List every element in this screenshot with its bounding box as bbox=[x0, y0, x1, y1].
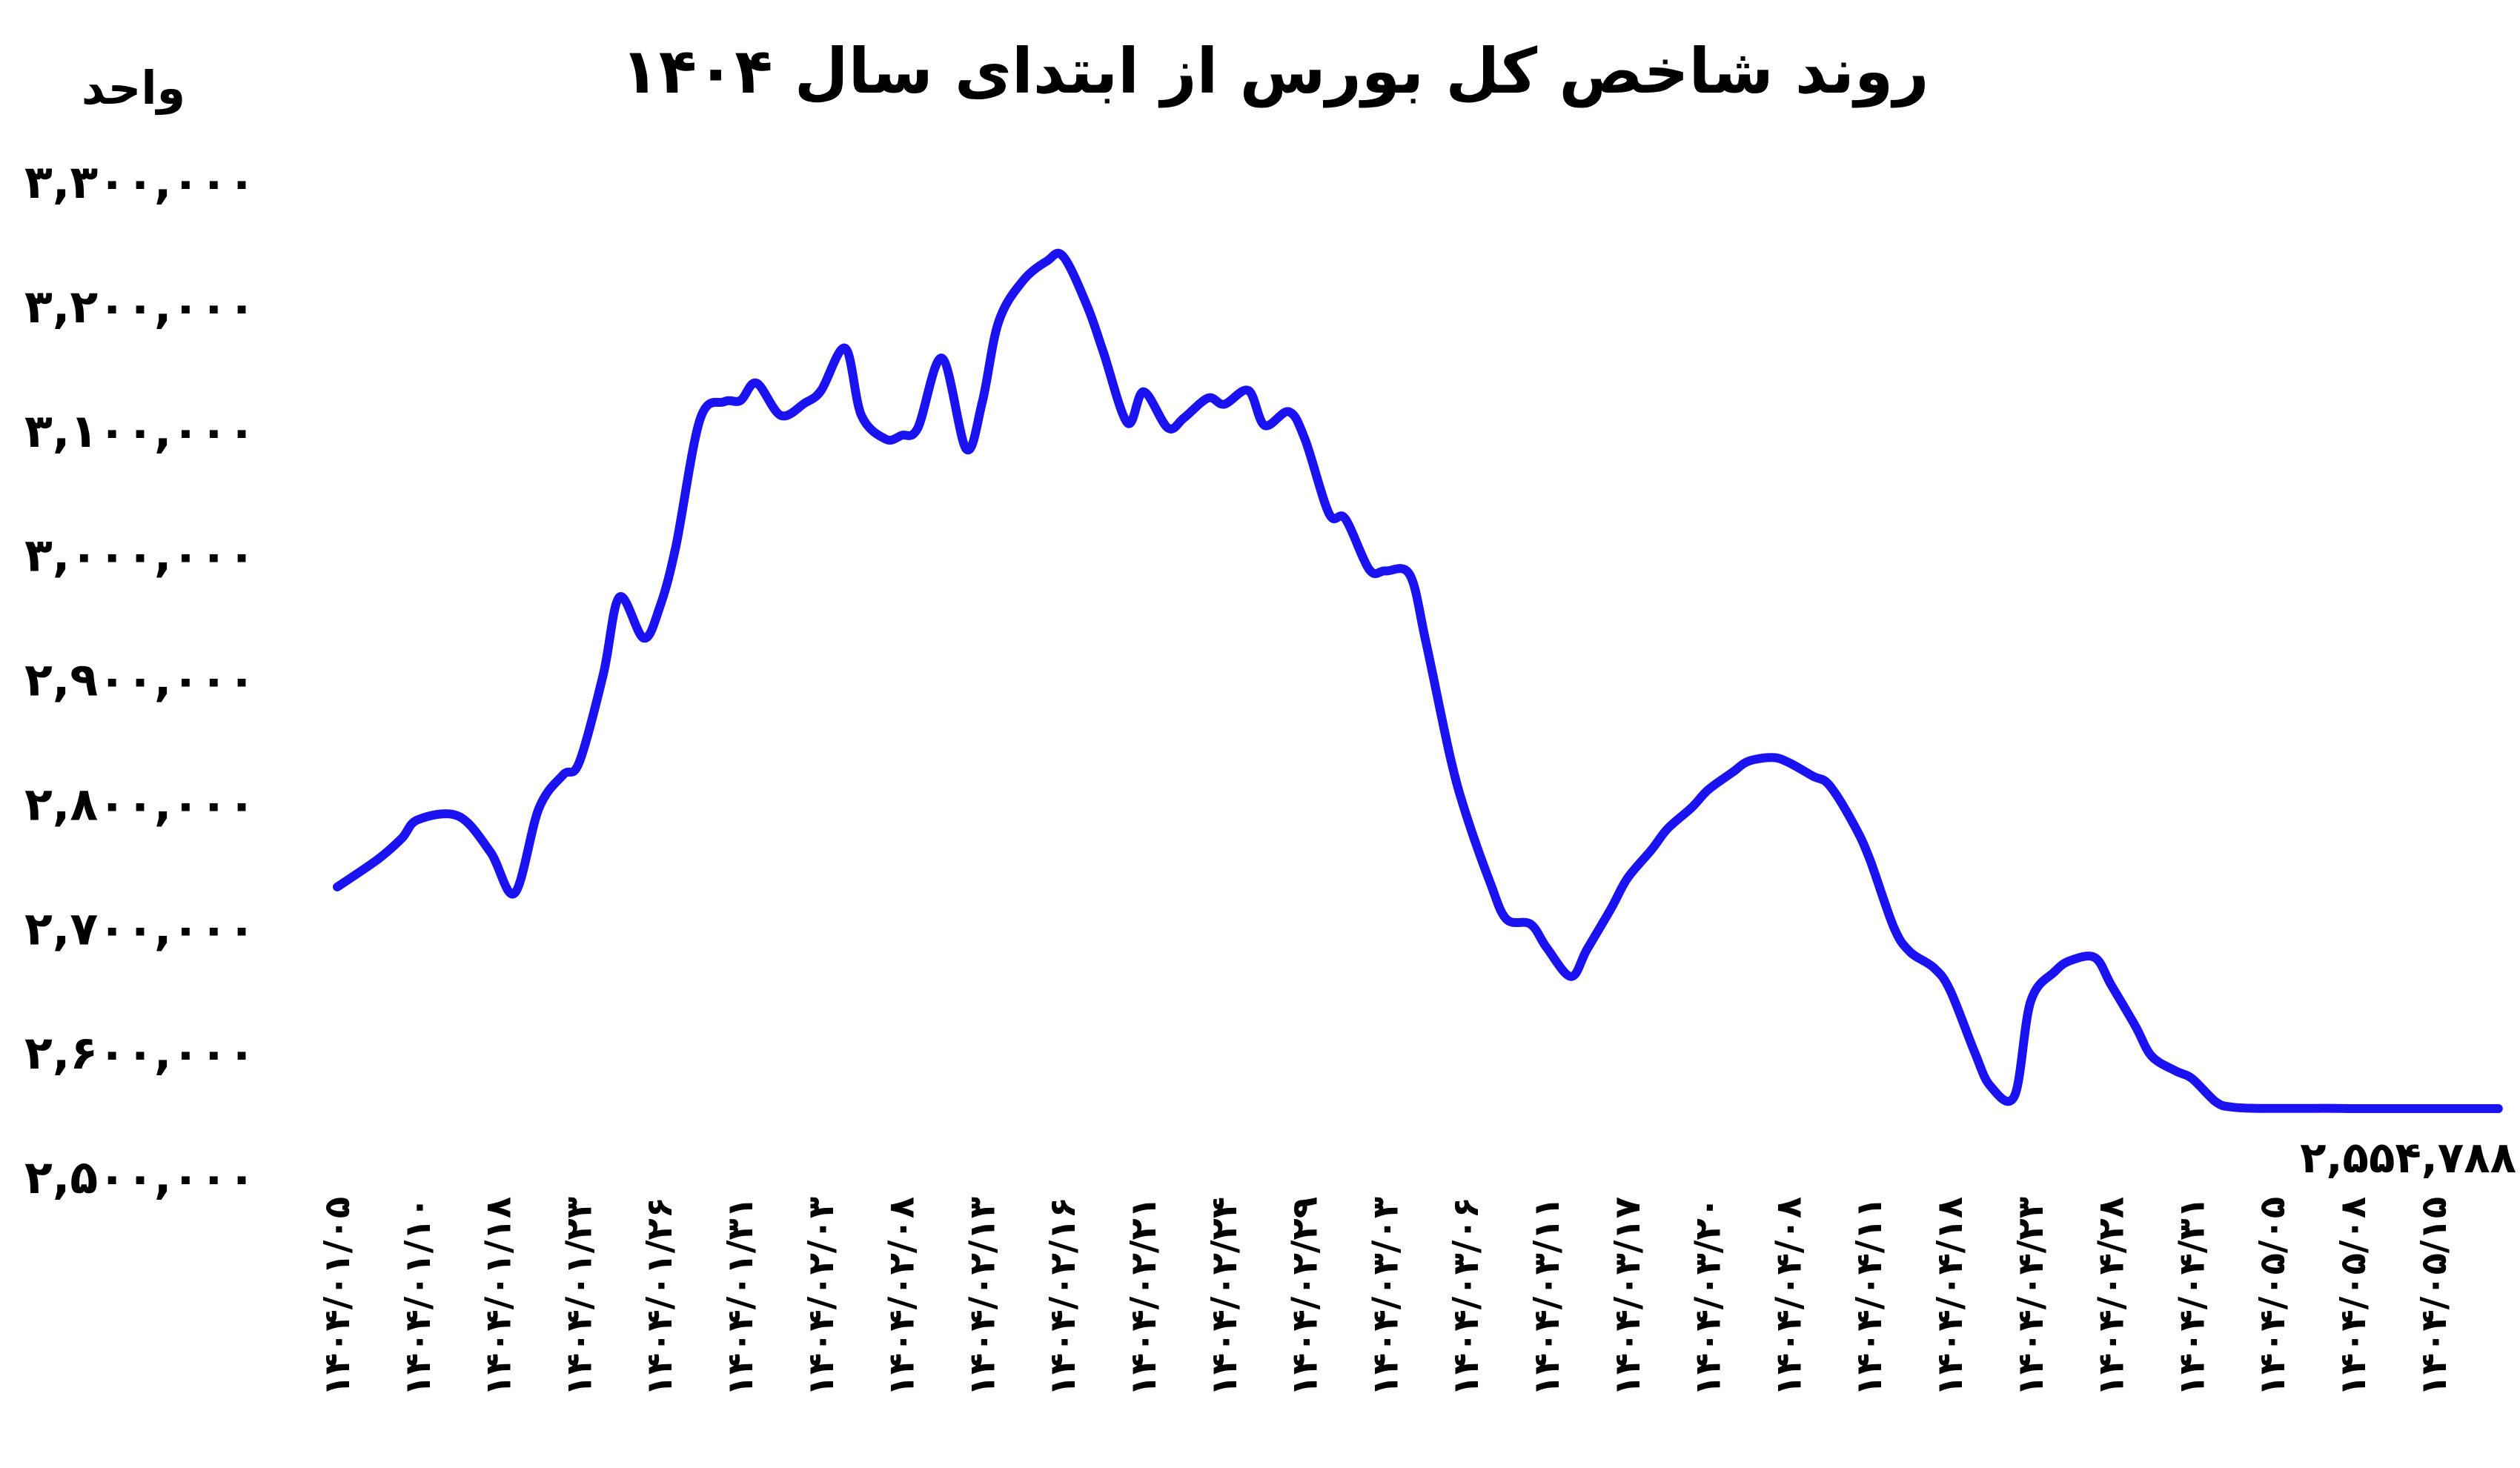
y-tick-label: ۲,۷۰۰,۰۰۰ bbox=[24, 901, 256, 955]
y-tick-label: ۳,۰۰۰,۰۰۰ bbox=[24, 528, 256, 582]
x-tick-label: ۱۴۰۴/۰۱/۱۰ bbox=[397, 1197, 439, 1396]
y-unit-label: واحد bbox=[82, 61, 185, 115]
x-tick-label: ۱۴۰۴/۰۴/۲۸ bbox=[2091, 1197, 2132, 1396]
x-tick-label: ۱۴۰۴/۰۴/۱۱ bbox=[1848, 1197, 1890, 1396]
x-tick-label: ۱۴۰۴/۰۳/۱۱ bbox=[1526, 1197, 1568, 1396]
x-tick-label: ۱۴۰۴/۰۲/۲۴ bbox=[1204, 1197, 1245, 1396]
y-tick-label: ۲,۸۰۰,۰۰۰ bbox=[24, 777, 256, 831]
x-tick-label: ۱۴۰۴/۰۲/۰۸ bbox=[881, 1197, 923, 1396]
y-tick-label: ۳,۱۰۰,۰۰۰ bbox=[24, 404, 256, 458]
x-tick-label: ۱۴۰۴/۰۱/۲۶ bbox=[639, 1197, 680, 1396]
last-value-label: ۲,۵۵۴,۷۸۸ bbox=[2300, 1132, 2516, 1183]
x-tick-label: ۱۴۰۴/۰۲/۰۳ bbox=[800, 1197, 842, 1396]
x-tick-label: ۱۴۰۴/۰۳/۰۶ bbox=[1445, 1197, 1487, 1396]
chart-title: روند شاخص کل بورس از ابتدای سال ۱۴۰۴ bbox=[620, 35, 1929, 108]
x-tick-label: ۱۴۰۴/۰۲/۲۱ bbox=[1123, 1197, 1164, 1396]
x-tick-label: ۱۴۰۴/۰۳/۱۷ bbox=[1607, 1197, 1648, 1396]
x-tick-label: ۱۴۰۴/۰۳/۰۳ bbox=[1365, 1197, 1406, 1396]
x-tick-label: ۱۴۰۴/۰۴/۰۸ bbox=[1768, 1197, 1809, 1396]
x-tick-label: ۱۴۰۴/۰۲/۲۹ bbox=[1284, 1197, 1326, 1396]
x-tick-label: ۱۴۰۴/۰۵/۰۵ bbox=[2252, 1197, 2293, 1396]
y-tick-label: ۳,۳۰۰,۰۰۰ bbox=[24, 155, 256, 209]
x-tick-label: ۱۴۰۴/۰۱/۱۸ bbox=[478, 1197, 520, 1396]
y-tick-label: ۲,۵۰۰,۰۰۰ bbox=[24, 1150, 256, 1204]
x-tick-label: ۱۴۰۴/۰۴/۱۸ bbox=[1929, 1197, 1971, 1396]
x-tick-label: ۱۴۰۴/۰۴/۳۱ bbox=[2171, 1197, 2212, 1396]
y-tick-label: ۳,۲۰۰,۰۰۰ bbox=[24, 279, 256, 333]
x-tick-label: ۱۴۰۴/۰۴/۲۳ bbox=[2010, 1197, 2052, 1396]
x-tick-label: ۱۴۰۴/۰۵/۱۵ bbox=[2413, 1197, 2455, 1396]
x-tick-label: ۱۴۰۴/۰۲/۱۳ bbox=[961, 1197, 1003, 1396]
x-tick-label: ۱۴۰۴/۰۲/۱۶ bbox=[1042, 1197, 1084, 1396]
y-tick-label: ۲,۹۰۰,۰۰۰ bbox=[24, 653, 256, 707]
x-tick-label: ۱۴۰۴/۰۱/۲۳ bbox=[558, 1197, 600, 1396]
x-axis-ticks: ۱۴۰۴/۰۱/۰۵ ۱۴۰۴/۰۱/۱۰ ۱۴۰۴/۰۱/۱۸ ۱۴۰۴/۰۱/۲۳… bbox=[316, 1197, 2455, 1396]
series-group bbox=[333, 248, 2503, 1114]
y-tick-label: ۲,۶۰۰,۰۰۰ bbox=[24, 1026, 256, 1080]
x-tick-label: ۱۴۰۴/۰۱/۰۵ bbox=[316, 1197, 358, 1396]
series-line bbox=[333, 248, 2503, 1114]
x-tick-label: ۱۴۰۴/۰۵/۰۸ bbox=[2332, 1197, 2374, 1396]
x-tick-label: ۱۴۰۴/۰۱/۳۱ bbox=[720, 1197, 761, 1396]
y-axis-ticks: ۲,۵۰۰,۰۰۰ ۲,۶۰۰,۰۰۰ ۲,۷۰۰,۰۰۰ ۲,۸۰۰,۰۰۰ ۲,۹۰… bbox=[24, 155, 256, 1204]
x-tick-label: ۱۴۰۴/۰۳/۲۰ bbox=[1688, 1197, 1729, 1396]
